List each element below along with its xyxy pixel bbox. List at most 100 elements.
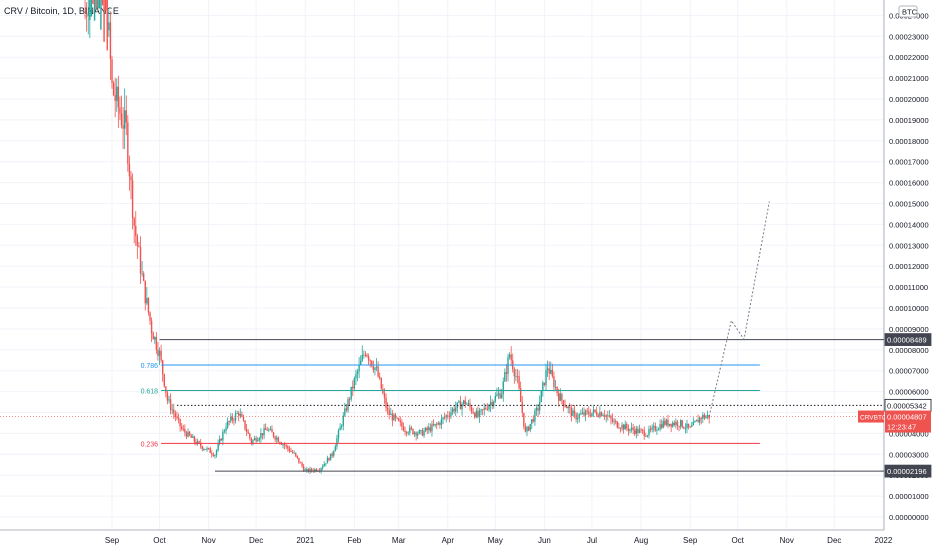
candle-body [290, 451, 292, 453]
candle-body [282, 444, 284, 446]
candle-body [513, 369, 516, 377]
candle-body [580, 413, 582, 415]
candle-body [523, 412, 525, 427]
candle-body [656, 430, 658, 431]
price-tick-label: 0.00009000 [889, 325, 929, 334]
candle-body [515, 375, 517, 377]
candle-body [244, 420, 246, 430]
candle-body [106, 0, 108, 51]
candle-body [372, 365, 375, 370]
candle-body [198, 441, 200, 443]
candle-body [428, 427, 430, 430]
candle-body [613, 421, 615, 423]
candle-body [548, 368, 550, 374]
candle-body [686, 423, 688, 429]
candle-body [315, 469, 318, 472]
candle-body [320, 468, 322, 471]
candle-body [348, 399, 351, 400]
candle-body [393, 414, 395, 421]
candle-body [385, 397, 387, 408]
candle-body [215, 450, 218, 456]
candle-body [283, 444, 286, 446]
candle-body [641, 429, 644, 431]
candle-body [104, 0, 107, 11]
currency-badge[interactable] [898, 5, 918, 18]
candle-body [291, 451, 294, 453]
candle-body [155, 337, 158, 350]
candle-body [676, 421, 679, 427]
candle-body [402, 426, 405, 431]
candle-body [258, 438, 261, 441]
candle-body [491, 401, 493, 406]
candle-body [412, 428, 414, 435]
candle-body [245, 429, 248, 432]
candle-body [363, 354, 365, 356]
candle-body [691, 425, 693, 427]
price-tick-label: 0.00014000 [889, 220, 929, 229]
price-tick-label: 0.00016000 [889, 179, 929, 188]
candle-body [87, 12, 89, 16]
candle-body [138, 246, 140, 248]
candle-body [309, 468, 311, 472]
candle-body [478, 410, 481, 417]
candle-body [557, 393, 560, 401]
candle-body [567, 406, 569, 409]
candle-body [154, 337, 156, 340]
candle-body [108, 22, 110, 31]
candle-body [272, 432, 275, 437]
candle-body [280, 443, 283, 445]
support-label-box [884, 464, 932, 478]
candle-body [350, 386, 352, 400]
candle-body [184, 428, 186, 433]
candle-body [692, 422, 695, 426]
candle-body [524, 426, 527, 432]
candle-body [648, 428, 650, 436]
candle-body [146, 297, 148, 304]
candle-body [485, 407, 487, 409]
candle-body [139, 247, 142, 274]
candle-body [231, 416, 234, 421]
candle-body [700, 417, 702, 419]
candle-body [453, 408, 455, 412]
time-tick-label: Mar [392, 536, 406, 545]
candle-body [158, 350, 161, 356]
candle-body [271, 428, 273, 433]
bar-countdown: 12:23:47 [887, 423, 916, 432]
candle-body [516, 375, 519, 377]
candle-body [424, 427, 427, 432]
fib-level-label: 0.618 [141, 389, 159, 396]
candle-body [660, 424, 663, 428]
candle-body [415, 432, 417, 436]
time-tick-label: 2022 [875, 536, 893, 545]
candle-body [436, 423, 438, 425]
candle-body [391, 413, 394, 421]
candle-body [378, 376, 381, 379]
candle-body [467, 403, 470, 405]
candle-body [592, 409, 595, 413]
candle-body [84, 15, 86, 17]
candle-body [195, 441, 197, 445]
candle-body [296, 455, 299, 458]
candle-body [209, 448, 211, 453]
candle-body [554, 386, 557, 388]
candle-body [553, 376, 555, 388]
candle-body [90, 0, 93, 17]
candle-body [321, 466, 324, 469]
candle-body [418, 430, 420, 434]
projection-path[interactable] [708, 201, 770, 417]
candle-body [622, 424, 625, 430]
candle-body [394, 414, 397, 418]
candle-body [242, 416, 245, 421]
candle-body [358, 364, 360, 372]
candle-body [160, 350, 162, 361]
candle-body [329, 453, 332, 461]
candle-body [168, 399, 170, 401]
candle-body [220, 438, 222, 441]
candle-body [152, 333, 154, 340]
candle-body [489, 401, 492, 406]
candle-body [576, 417, 579, 420]
price-tick-label: 0.00015000 [889, 200, 929, 209]
candle-body [334, 446, 337, 452]
candle-body [505, 372, 508, 374]
